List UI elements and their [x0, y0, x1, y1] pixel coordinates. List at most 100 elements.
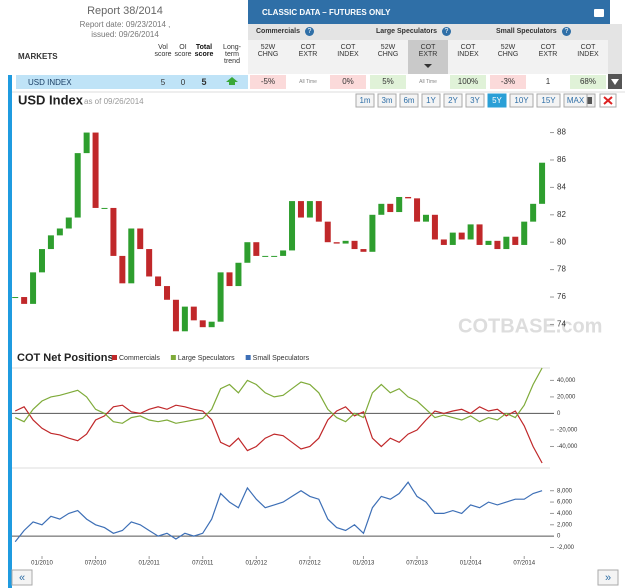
range-label: 10Y	[514, 96, 529, 105]
cell-value: All Time	[410, 75, 446, 89]
series-line	[14, 367, 543, 424]
cell-value: -5%	[250, 75, 286, 89]
candle	[21, 297, 28, 304]
candle	[56, 228, 63, 236]
range-button[interactable]	[563, 93, 588, 108]
cell-value: 68%	[570, 75, 606, 89]
candle	[440, 239, 447, 245]
candle	[65, 217, 72, 229]
range-button[interactable]	[421, 93, 441, 108]
y-tick-label: 6,000	[557, 500, 573, 506]
candle	[12, 297, 19, 299]
sub-header: COT INDEX	[577, 44, 599, 58]
legend-label: Small Speculators	[253, 355, 310, 362]
print-icon[interactable]	[594, 9, 604, 17]
range-button[interactable]	[487, 93, 507, 108]
group-header: Commercials	[256, 28, 300, 35]
range-label: 15Y	[541, 96, 556, 105]
candle	[351, 240, 358, 250]
range-label: 1Y	[426, 96, 436, 105]
candle	[244, 242, 251, 263]
candle	[280, 250, 287, 256]
chart-title: USD Index	[18, 92, 84, 107]
y-tick-label: -20,000	[557, 428, 578, 434]
help-icon[interactable]: ?	[305, 27, 314, 36]
x-tick-label: 01/2011	[139, 561, 161, 567]
candle	[387, 203, 394, 213]
y-tick-label: 82	[557, 210, 566, 219]
report-date: Report date: 09/23/2014 ,	[79, 20, 171, 29]
oi-score: 0	[180, 78, 186, 87]
cell-value: 1	[530, 75, 566, 89]
y-tick-label: -40,000	[557, 444, 578, 450]
cell-value: -3%	[490, 75, 526, 89]
candle	[128, 228, 135, 284]
report-number: Report 38/2014	[87, 5, 163, 17]
y-tick-label: 74	[557, 320, 566, 329]
x-tick-label: 07/2012	[299, 561, 321, 567]
candle	[38, 249, 45, 273]
range-label: 3Y	[470, 96, 480, 105]
candle	[30, 272, 37, 304]
range-label: 3m	[381, 96, 392, 105]
candle	[360, 249, 367, 252]
candle	[74, 153, 81, 218]
y-tick-label: 0	[557, 411, 561, 417]
total-score: 5	[201, 77, 207, 87]
sub-header: COT INDEX	[457, 44, 479, 58]
y-tick-label: 2,000	[557, 522, 573, 528]
range-button[interactable]	[509, 93, 534, 108]
candle	[137, 228, 144, 250]
column-header: Total score	[194, 44, 214, 58]
x-tick-label: 07/2011	[192, 561, 214, 567]
y-tick-label: 84	[557, 182, 566, 191]
help-icon[interactable]: ?	[562, 27, 571, 36]
sorted-column	[408, 40, 448, 74]
y-tick-label: 0	[557, 534, 561, 540]
range-button[interactable]	[399, 93, 419, 108]
expand-arrow	[611, 79, 619, 85]
candle	[297, 201, 304, 218]
candle	[333, 242, 340, 244]
column-header: Long-term trend	[223, 44, 241, 65]
range-button[interactable]	[377, 93, 397, 108]
group-header: Small Speculators	[496, 28, 557, 35]
y-tick-label: 86	[557, 155, 566, 164]
range-button[interactable]	[355, 93, 375, 108]
prev-button[interactable]	[11, 569, 33, 586]
candle	[369, 214, 376, 252]
candle	[449, 232, 456, 245]
range-button[interactable]	[536, 93, 561, 108]
candle	[155, 276, 162, 287]
candle	[83, 132, 90, 154]
candle	[306, 201, 313, 218]
x-tick-label: 07/2010	[85, 561, 107, 567]
candle	[208, 321, 215, 328]
cell-value: All Time	[290, 75, 326, 89]
next-button[interactable]	[597, 569, 619, 586]
candle	[172, 299, 179, 332]
x-tick-label: 01/2012	[245, 561, 267, 567]
group-row	[248, 24, 610, 40]
prev-glyph: «	[19, 572, 25, 584]
cell-value: 0%	[330, 75, 366, 89]
candle	[342, 240, 349, 244]
candle	[521, 221, 528, 245]
help-icon[interactable]: ?	[442, 27, 451, 36]
sub-header: 52W CHNG	[257, 44, 279, 58]
sub-header: COT INDEX	[337, 44, 359, 58]
range-button[interactable]	[443, 93, 463, 108]
sort-arrow	[424, 64, 432, 68]
legend-marker	[245, 355, 251, 360]
x-tick-label: 01/2014	[460, 561, 482, 567]
range-button[interactable]	[465, 93, 485, 108]
side-stripe	[8, 75, 12, 588]
scroll-strip	[608, 24, 622, 74]
candle	[396, 196, 403, 213]
range-label: MAX	[567, 96, 585, 105]
trend-arrow	[226, 77, 238, 85]
candle	[235, 262, 242, 287]
candle	[458, 232, 465, 240]
candle	[467, 224, 474, 240]
series-line	[14, 404, 543, 464]
